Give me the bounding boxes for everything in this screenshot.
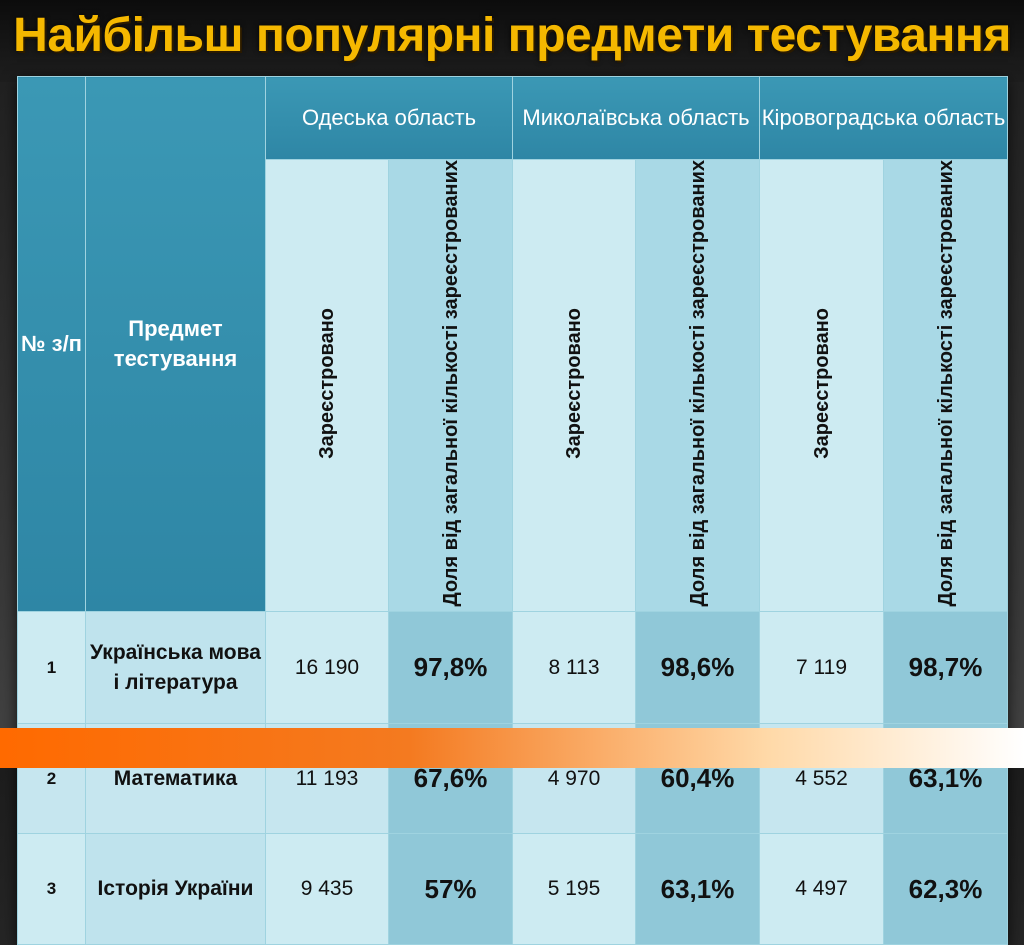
cell-share: 98,7%	[883, 611, 1009, 725]
subheader-share-label: Доля від загальної кількості зареєстрова…	[686, 160, 709, 607]
subheader-registered-label: Зареєстровано	[563, 307, 586, 459]
subheader-registered: Зареєстровано	[512, 158, 637, 613]
subheader-share: Доля від загальної кількості зареєстрова…	[635, 158, 761, 613]
subheader-share: Доля від загальної кількості зареєстрова…	[387, 158, 514, 613]
subheader-share: Доля від загальної кількості зареєстрова…	[883, 158, 1009, 613]
subheader-registered: Зареєстровано	[759, 158, 885, 613]
row-number: 1	[17, 611, 86, 725]
cell-registered: 7 119	[759, 611, 885, 725]
cell-share: 57%	[387, 833, 514, 945]
cell-share: 97,8%	[387, 611, 514, 725]
cell-registered: 8 113	[512, 611, 637, 725]
row-number: 3	[17, 833, 86, 945]
col-header-region-odesa: Одеська область	[264, 76, 514, 160]
row-subject: Українська мова і література	[85, 611, 266, 725]
cell-share: 63,1%	[635, 833, 761, 945]
subheader-share-label: Доля від загальної кількості зареєстрова…	[439, 160, 462, 607]
table-row: 1 Українська мова і література 16 190 97…	[17, 611, 1009, 725]
cell-registered: 9 435	[265, 833, 389, 945]
decorative-bottom-bar	[0, 728, 1024, 768]
col-header-region-mykolaiv: Миколаївська область	[512, 76, 761, 160]
subheader-registered-label: Зареєстровано	[316, 307, 338, 459]
subheader-registered: Зареєстровано	[265, 158, 389, 613]
cell-share: 98,6%	[635, 611, 761, 725]
cell-share: 62,3%	[883, 833, 1009, 945]
slide-title: Найбільш популярні предмети тестування	[13, 9, 1011, 62]
cell-registered: 4 497	[759, 833, 885, 945]
title-band	[0, 0, 1024, 82]
col-header-region-kirovohrad: Кіровоградська область	[759, 76, 1009, 160]
subheader-share-label: Доля від загальної кількості зареєстрова…	[934, 160, 957, 607]
popular-subjects-table: № з/п Предмет тестування Одеська область…	[17, 75, 1009, 945]
cell-registered: 5 195	[512, 833, 637, 945]
col-header-subject: Предмет тестування	[85, 75, 266, 613]
table-row: 3 Історія України 9 435 57% 5 195 63,1% …	[17, 833, 1009, 945]
subheader-registered-label: Зареєстровано	[810, 307, 833, 459]
cell-registered: 16 190	[265, 611, 389, 725]
row-subject: Історія України	[85, 833, 266, 945]
col-header-number: № з/п	[17, 75, 86, 613]
